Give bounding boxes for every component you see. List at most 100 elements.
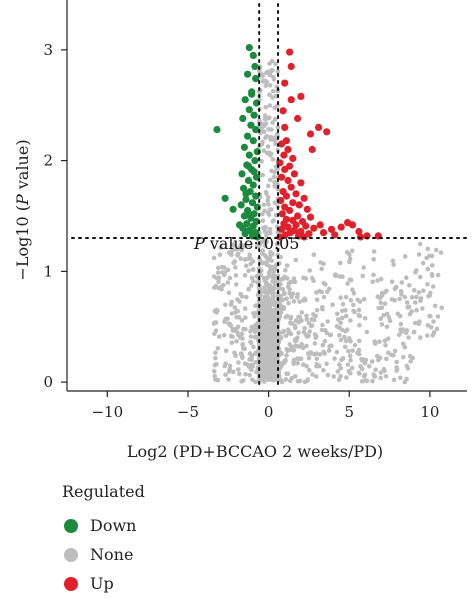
none-point [413, 269, 418, 275]
none-point [284, 296, 289, 302]
none-point [371, 373, 377, 379]
none-point [261, 260, 267, 266]
down-point [248, 199, 257, 207]
none-point [319, 327, 325, 333]
none-point [246, 364, 252, 370]
none-point [344, 250, 350, 255]
none-point [288, 316, 293, 321]
none-point [330, 302, 335, 308]
none-point [263, 189, 269, 195]
up-point [294, 114, 302, 123]
x-tick-label: −10 [91, 403, 123, 421]
none-point [262, 229, 268, 234]
down-point [240, 143, 248, 151]
none-point [370, 378, 375, 384]
none-point [264, 239, 270, 245]
none-point [356, 351, 362, 357]
none-point [347, 353, 353, 359]
none-point [370, 279, 376, 285]
none-point [291, 347, 297, 353]
none-point [273, 116, 278, 122]
volcano-plot: −10 −5 0 5 10 0 1 2 3 P value: 0.05 Log2 (PD+BCC… [13, 0, 467, 461]
none-point [254, 243, 260, 249]
none-point [324, 361, 329, 367]
none-point [301, 362, 306, 367]
down-point [242, 195, 250, 203]
down-point [246, 212, 254, 220]
down-point [241, 230, 249, 238]
none-point [326, 348, 332, 353]
none-point [259, 159, 264, 164]
none-point [348, 318, 353, 323]
none-point [432, 303, 438, 309]
none-point [268, 364, 273, 369]
none-point [350, 348, 355, 353]
down-point [242, 190, 250, 198]
none-point [391, 262, 396, 267]
none-point [326, 286, 332, 292]
none-point [218, 245, 223, 251]
none-point [279, 350, 284, 356]
none-point [278, 310, 284, 316]
up-point [281, 165, 289, 174]
none-point [248, 329, 253, 334]
up-point [295, 201, 303, 209]
none-point [228, 302, 234, 307]
none-point [271, 299, 277, 305]
up-point [284, 145, 292, 154]
none-point [309, 323, 315, 328]
none-point [273, 141, 278, 147]
none-point [371, 257, 377, 262]
none-point [260, 172, 266, 178]
none-point [261, 148, 267, 153]
none-point [243, 315, 248, 320]
none-point [418, 296, 424, 301]
down-point [245, 106, 253, 114]
none-point [434, 326, 440, 332]
none-point [312, 341, 318, 346]
none-point [247, 252, 253, 257]
none-point [272, 350, 277, 355]
none-point [356, 307, 362, 313]
none-point [215, 265, 221, 271]
none-point [386, 350, 391, 356]
none-point [223, 372, 228, 378]
none-point [302, 325, 307, 331]
none-point [240, 342, 245, 348]
none-point [425, 323, 431, 328]
down-point [244, 162, 253, 170]
none-point [293, 318, 299, 324]
none-point [270, 74, 276, 80]
none-point [272, 314, 277, 320]
down-point [250, 168, 258, 176]
none-point [345, 281, 350, 286]
up-point [280, 151, 288, 159]
none-point [236, 360, 241, 365]
none-point [404, 376, 409, 382]
none-point [222, 363, 228, 369]
none-point [266, 202, 271, 207]
none-point [314, 356, 320, 362]
none-point [343, 308, 348, 313]
up-point [287, 96, 295, 104]
none-point [322, 351, 328, 356]
none-point [253, 303, 258, 309]
none-point [335, 317, 341, 322]
none-point [389, 297, 395, 302]
none-point [242, 257, 248, 262]
none-point [223, 348, 229, 354]
none-point [362, 360, 368, 366]
up-point [282, 192, 290, 200]
none-point [359, 356, 364, 362]
up-point [337, 223, 345, 231]
down-point [237, 201, 245, 209]
none-point [357, 299, 363, 304]
none-point [401, 354, 406, 360]
none-point [411, 287, 417, 293]
legend-item-down: Down [62, 511, 145, 540]
none-point [263, 115, 268, 121]
none-point [288, 279, 293, 285]
none-point [319, 289, 325, 295]
none-point [263, 105, 269, 110]
none-point [215, 270, 221, 276]
